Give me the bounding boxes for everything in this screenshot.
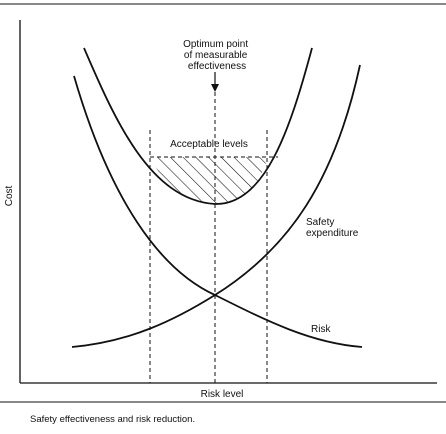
optimum-annotation: Optimum point of measurable effectivenes…: [183, 39, 251, 72]
y-axis-label: Cost: [4, 185, 15, 206]
risk-label: Risk: [311, 324, 331, 335]
acceptable-region-hatch: [150, 157, 267, 204]
safety-expenditure-curve: [71, 64, 361, 348]
optimum-arrow-head: [211, 84, 219, 92]
risk-cost-diagram: Optimum point of measurable effectivenes…: [0, 3, 446, 403]
acceptable-levels-label: Acceptable levels: [170, 139, 248, 150]
x-axis-label: Risk level: [201, 389, 244, 400]
risk-curve: [73, 75, 363, 348]
safety-expenditure-label: Safety expenditure: [306, 217, 359, 239]
total-cost-curve: [83, 47, 313, 205]
figure-caption: Safety effectiveness and risk reduction.: [30, 414, 196, 425]
